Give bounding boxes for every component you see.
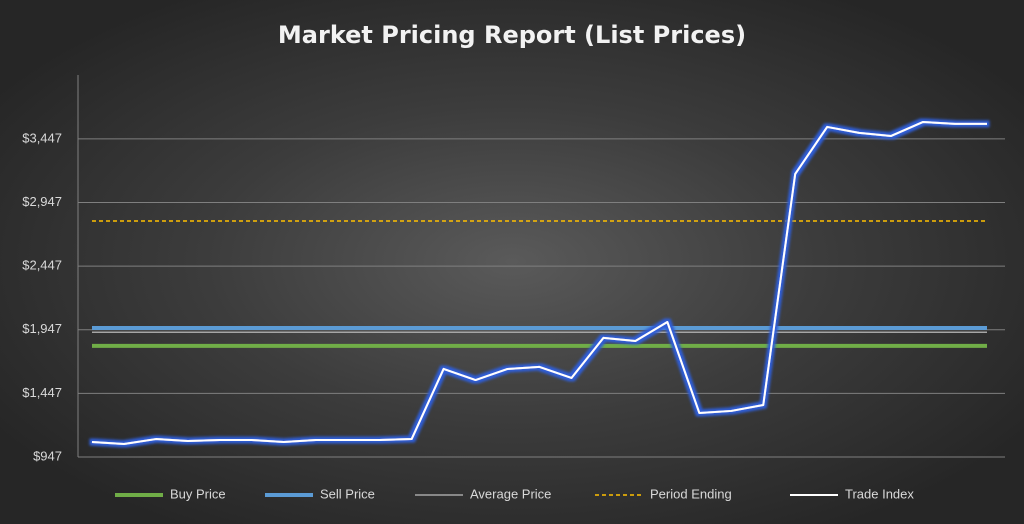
- y-tick-label: $2,947: [22, 194, 62, 209]
- y-tick-label: $3,447: [22, 130, 62, 145]
- legend-label: Trade Index: [845, 486, 914, 501]
- y-tick-label: $2,447: [22, 258, 62, 273]
- legend-label: Period Ending: [650, 486, 732, 501]
- series-line: [91, 120, 987, 446]
- legend-label: Average Price: [470, 486, 551, 501]
- legend-label: Buy Price: [170, 486, 226, 501]
- chart-title: Market Pricing Report (List Prices): [278, 21, 746, 49]
- y-tick-label: $1,947: [22, 321, 62, 336]
- y-tick-label: $1,447: [22, 385, 62, 400]
- y-tick-label: $947: [33, 448, 62, 463]
- legend-label: Sell Price: [320, 486, 375, 501]
